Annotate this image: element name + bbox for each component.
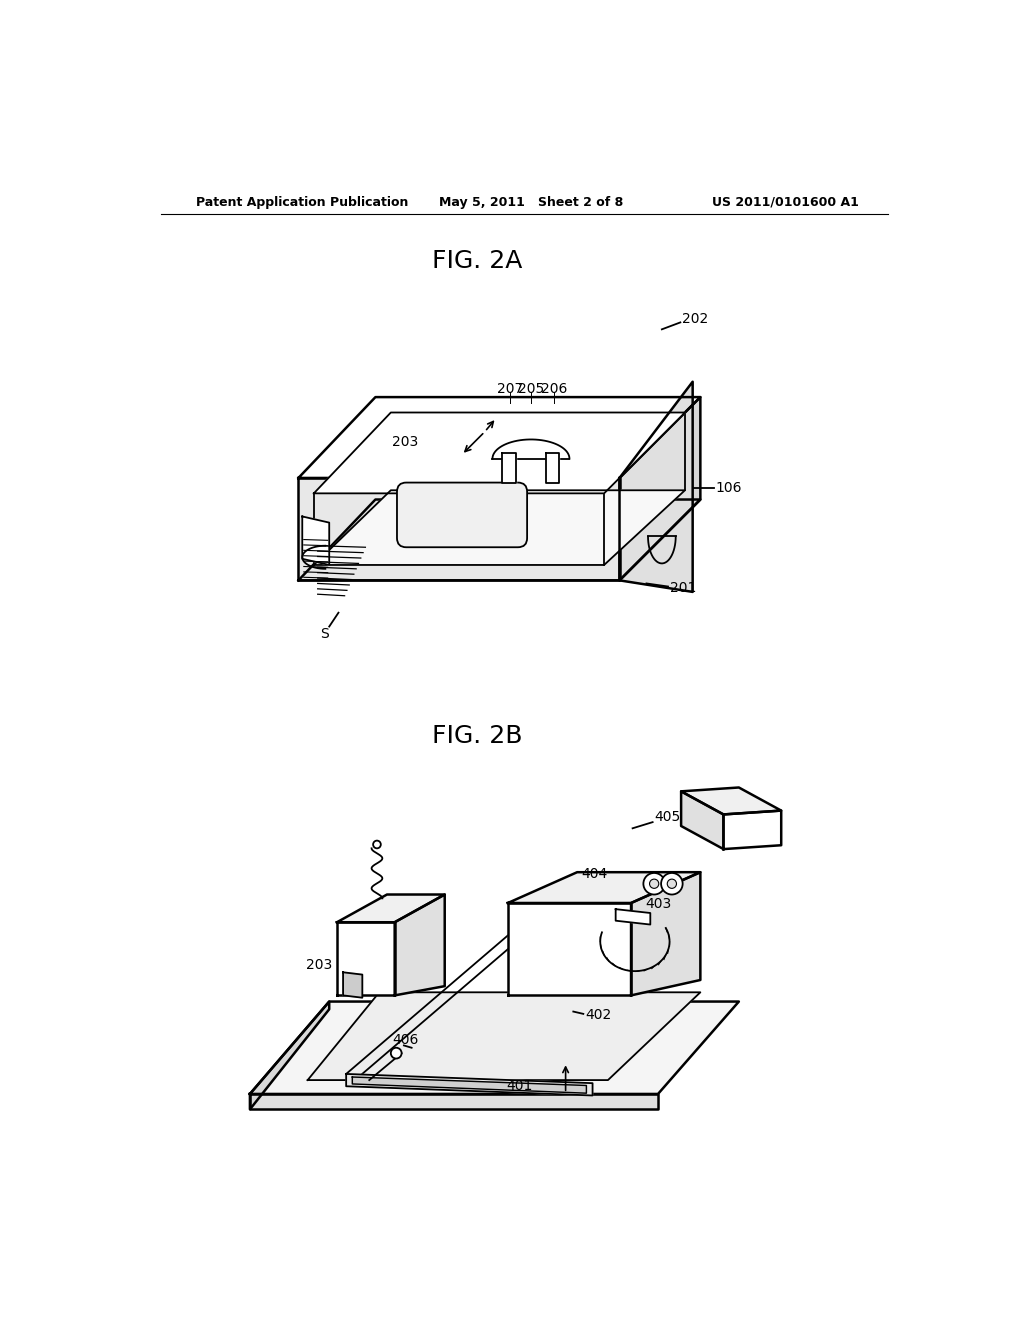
Text: 203: 203: [392, 434, 419, 449]
FancyBboxPatch shape: [397, 483, 527, 548]
Polygon shape: [724, 810, 781, 849]
Polygon shape: [337, 895, 444, 923]
Text: S: S: [321, 627, 329, 642]
Polygon shape: [352, 1077, 587, 1093]
Polygon shape: [394, 895, 444, 995]
Polygon shape: [546, 453, 559, 483]
Circle shape: [373, 841, 381, 849]
Polygon shape: [620, 381, 692, 591]
Polygon shape: [681, 788, 781, 814]
Polygon shape: [615, 909, 650, 924]
Polygon shape: [298, 499, 700, 581]
Circle shape: [391, 1048, 401, 1059]
Text: 405: 405: [654, 809, 680, 824]
Polygon shape: [503, 453, 516, 483]
Polygon shape: [631, 873, 700, 995]
Polygon shape: [307, 993, 700, 1080]
Text: 203: 203: [306, 958, 333, 973]
Polygon shape: [250, 1002, 739, 1094]
Polygon shape: [313, 490, 685, 565]
Text: 403: 403: [645, 896, 671, 911]
Text: 207: 207: [497, 383, 523, 396]
Polygon shape: [343, 973, 362, 998]
Polygon shape: [298, 478, 620, 581]
Polygon shape: [337, 923, 394, 995]
Text: May 5, 2011   Sheet 2 of 8: May 5, 2011 Sheet 2 of 8: [438, 195, 623, 209]
Polygon shape: [313, 412, 685, 494]
Circle shape: [662, 873, 683, 895]
Text: 204: 204: [449, 507, 475, 521]
Circle shape: [668, 879, 677, 888]
Text: 206: 206: [541, 383, 567, 396]
Text: 404: 404: [581, 867, 607, 882]
Text: 205: 205: [518, 383, 544, 396]
Polygon shape: [508, 873, 700, 903]
Text: FIG. 2B: FIG. 2B: [432, 723, 522, 748]
Polygon shape: [298, 397, 700, 478]
Text: 202: 202: [682, 312, 709, 326]
Circle shape: [649, 879, 658, 888]
Text: 406: 406: [392, 1034, 419, 1047]
Polygon shape: [508, 903, 631, 995]
Text: Patent Application Publication: Patent Application Publication: [196, 195, 409, 209]
Text: FIG. 2A: FIG. 2A: [432, 248, 522, 273]
Text: 401: 401: [506, 1080, 532, 1093]
Circle shape: [643, 873, 665, 895]
Polygon shape: [346, 1074, 593, 1096]
Text: 402: 402: [585, 1008, 611, 1023]
Text: US 2011/0101600 A1: US 2011/0101600 A1: [712, 195, 859, 209]
Polygon shape: [302, 516, 330, 565]
Polygon shape: [620, 397, 700, 581]
Polygon shape: [250, 1094, 658, 1109]
Polygon shape: [250, 1002, 330, 1109]
Text: 201: 201: [670, 581, 696, 595]
Polygon shape: [681, 792, 724, 849]
Text: 106: 106: [716, 480, 742, 495]
